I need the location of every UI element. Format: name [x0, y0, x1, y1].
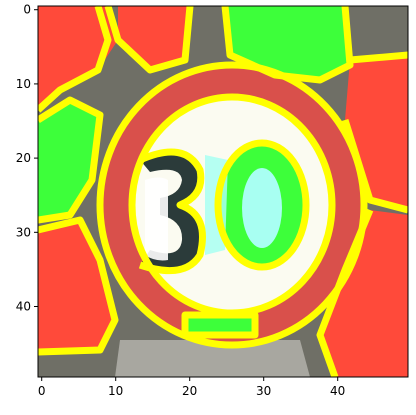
- bottom-green-bar: [185, 315, 255, 335]
- top-right-green-region: [225, 6, 350, 80]
- y-tick-label: 0: [23, 3, 31, 17]
- digit-three-highlight: [145, 177, 168, 261]
- y-tick-label: 10: [16, 77, 31, 91]
- bottom-center-gray-region: [115, 340, 310, 377]
- y-tick-label: 20: [16, 151, 31, 165]
- y-tick-label: 40: [16, 300, 31, 314]
- traffic-sign-image: [38, 6, 408, 377]
- right-red-region: [345, 55, 408, 210]
- x-tick-label: 10: [108, 384, 123, 398]
- segmentation-boundaries: [38, 6, 408, 377]
- x-tick-label: 20: [182, 384, 197, 398]
- top-left-red-region: [38, 6, 118, 110]
- x-tick-label: 30: [256, 384, 271, 398]
- bottom-right-red-region: [320, 210, 408, 377]
- digit-zero-inner: [242, 168, 282, 248]
- x-tick-label: 40: [330, 384, 345, 398]
- plot-frame: [37, 5, 409, 378]
- digit-three: [140, 152, 203, 271]
- y-axis: 0 10 20 30 40: [16, 3, 38, 314]
- x-axis: 0 10 20 30 40: [38, 377, 345, 398]
- y-tick-label: 30: [16, 225, 31, 239]
- x-tick-label: 0: [38, 384, 46, 398]
